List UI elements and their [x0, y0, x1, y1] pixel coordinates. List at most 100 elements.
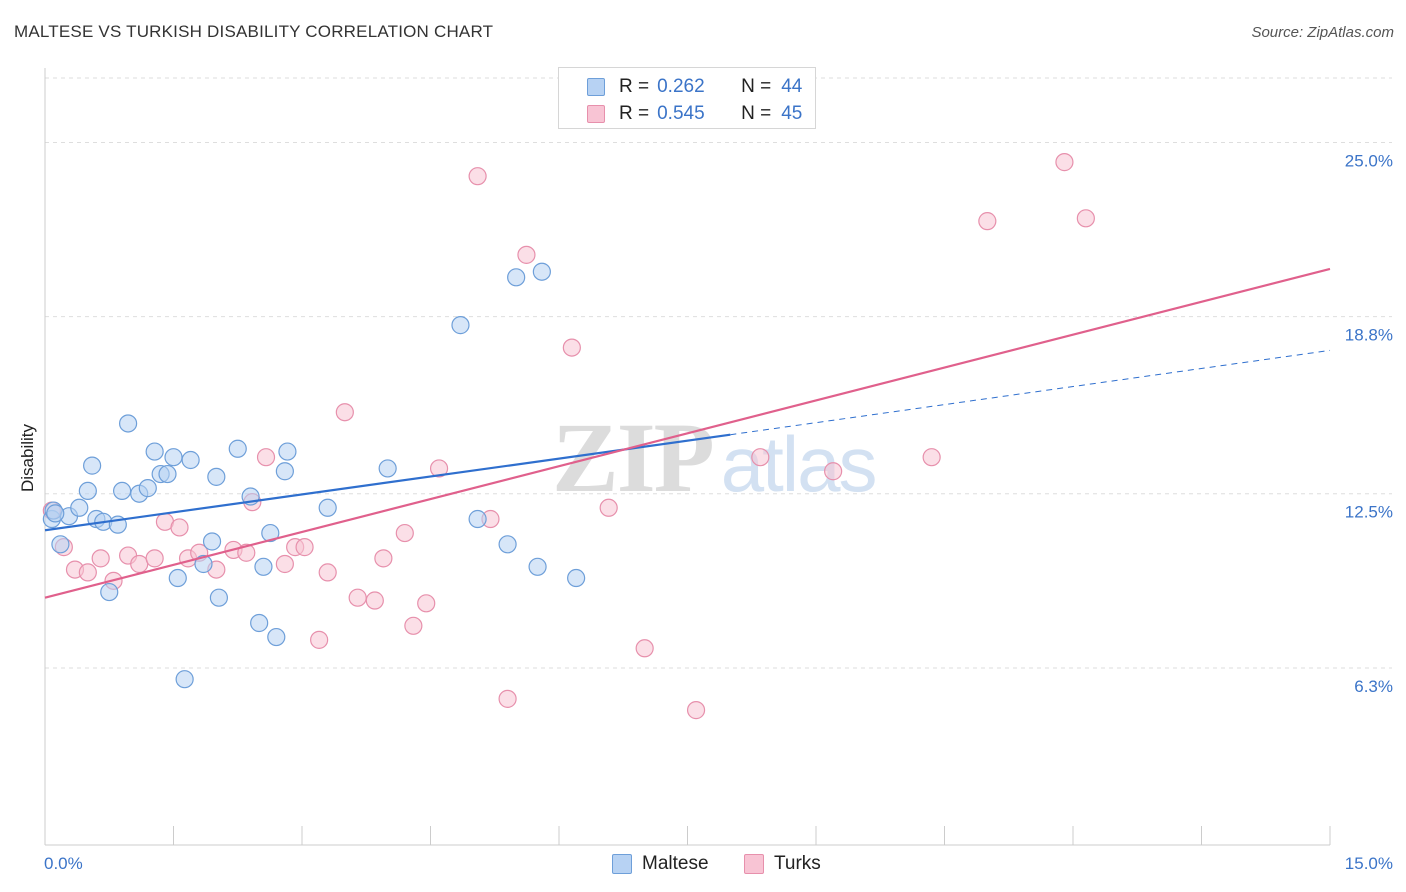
- maltese-point: [318, 498, 337, 517]
- legend-n-label: N =: [741, 76, 772, 97]
- chart-source: Source: ZipAtlas.com: [1251, 24, 1394, 41]
- turks-point: [1055, 153, 1074, 172]
- trend-layer: [44, 267, 1331, 599]
- correlation-legend: R = 0.262 N = 44 R = 0.545 N = 45: [558, 67, 816, 129]
- points-layer: [42, 153, 1095, 720]
- turks-point: [517, 245, 536, 264]
- maltese-point: [250, 613, 269, 633]
- turks-point: [562, 338, 581, 357]
- maltese-point: [498, 535, 517, 554]
- maltese-point: [70, 498, 89, 517]
- legend-row-maltese: R = 0.262 N = 44: [619, 74, 802, 100]
- turks-point: [429, 459, 449, 478]
- turks-point: [348, 588, 367, 607]
- turks-point: [170, 518, 189, 537]
- axis-layer: [44, 68, 1331, 846]
- turks-point: [468, 167, 487, 186]
- turks-point: [498, 689, 517, 708]
- maltese-point: [207, 467, 226, 486]
- legend-r-value: 0.262: [657, 76, 705, 97]
- turks-point: [91, 549, 110, 568]
- maltese-point: [145, 442, 164, 461]
- turks-point: [635, 639, 654, 658]
- legend-swatch-maltese: [587, 78, 605, 96]
- maltese-point: [451, 316, 470, 335]
- maltese-point: [112, 481, 132, 501]
- turks-point: [404, 616, 423, 635]
- maltese-point: [532, 262, 551, 281]
- chart-title: MALTESE VS TURKISH DISABILITY CORRELATIO…: [14, 22, 494, 41]
- legend-n-value: 45: [781, 103, 803, 124]
- maltese-point: [267, 627, 286, 647]
- turks-point: [686, 701, 706, 720]
- turks-point: [978, 212, 997, 231]
- maltese-point: [254, 557, 273, 576]
- turks-point: [295, 538, 314, 557]
- turks-point: [78, 563, 97, 582]
- maltese-point: [209, 588, 229, 607]
- maltese-point: [275, 462, 294, 481]
- turks-point: [310, 630, 329, 649]
- turks-point: [335, 403, 354, 422]
- y-axis-title: Disability: [18, 423, 37, 492]
- maltese-point: [168, 568, 187, 588]
- turks-point: [751, 448, 770, 467]
- turks-point: [922, 448, 941, 467]
- maltese-point: [83, 456, 102, 475]
- maltese-point: [378, 459, 397, 478]
- maltese-point: [78, 481, 97, 501]
- x-tick-label-min: 0.0%: [44, 854, 83, 873]
- grid-layer: [45, 77, 1392, 669]
- bottom-legend-label-turks: Turks: [774, 853, 821, 874]
- legend-r-value: 0.545: [657, 103, 705, 124]
- legend-r-label: R =: [619, 76, 650, 97]
- labels-layer: 6.3% 12.5% 18.8% 25.0% 0.0% 15.0% Disability: [18, 151, 1393, 873]
- legend-r-label: R =: [619, 103, 650, 124]
- turks-point: [374, 549, 393, 568]
- maltese-point: [528, 557, 547, 576]
- bottom-legend-swatch-turks: [744, 854, 764, 874]
- y-tick-label: 6.3%: [1354, 677, 1393, 696]
- legend-swatch-turks: [587, 105, 605, 123]
- turks-point: [318, 563, 337, 582]
- x-tick-label-max: 15.0%: [1345, 854, 1393, 873]
- legend-n-value: 44: [781, 76, 803, 97]
- maltese-trend-extension: [730, 349, 1331, 436]
- y-tick-label: 25.0%: [1345, 151, 1393, 170]
- maltese-point: [202, 532, 222, 551]
- turks-point: [417, 594, 436, 613]
- bottom-legend-turks: Turks: [744, 852, 821, 876]
- turks-point: [275, 554, 294, 574]
- turks-point: [824, 462, 843, 481]
- maltese-point: [181, 450, 200, 470]
- y-tick-label: 18.8%: [1345, 326, 1393, 345]
- turks-point: [256, 448, 276, 467]
- turks-trend-line: [44, 267, 1331, 599]
- maltese-point: [51, 535, 70, 554]
- maltese-point: [261, 523, 280, 543]
- maltese-point: [567, 568, 586, 588]
- y-tick-label: 12.5%: [1345, 503, 1393, 522]
- maltese-point: [100, 582, 119, 602]
- maltese-point: [278, 442, 297, 461]
- turks-point: [145, 549, 164, 568]
- bottom-legend-maltese: Maltese: [612, 852, 709, 876]
- turks-point: [599, 498, 618, 517]
- maltese-point: [194, 554, 213, 574]
- turks-point: [130, 554, 149, 574]
- maltese-point: [164, 448, 183, 467]
- maltese-point: [468, 509, 487, 529]
- maltese-point: [228, 439, 247, 458]
- maltese-point: [138, 479, 157, 498]
- turks-point: [237, 543, 256, 562]
- turks-point: [365, 591, 384, 610]
- bottom-legend-swatch-maltese: [612, 854, 632, 874]
- maltese-point: [507, 268, 526, 287]
- bottom-legend-label-maltese: Maltese: [642, 853, 709, 874]
- legend-row-turks: R = 0.545 N = 45: [619, 101, 802, 127]
- maltese-point: [158, 464, 177, 484]
- maltese-point: [175, 670, 194, 689]
- maltese-point: [46, 504, 65, 523]
